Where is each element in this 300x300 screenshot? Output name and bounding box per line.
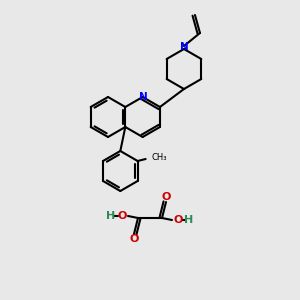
Text: O: O <box>129 234 139 244</box>
Text: H: H <box>106 211 116 221</box>
Text: N: N <box>139 92 148 102</box>
Text: O: O <box>161 192 171 202</box>
Text: N: N <box>180 42 188 52</box>
Text: CH₃: CH₃ <box>152 154 167 163</box>
Text: O: O <box>173 215 183 225</box>
Text: O: O <box>117 211 127 221</box>
Text: H: H <box>184 215 194 225</box>
